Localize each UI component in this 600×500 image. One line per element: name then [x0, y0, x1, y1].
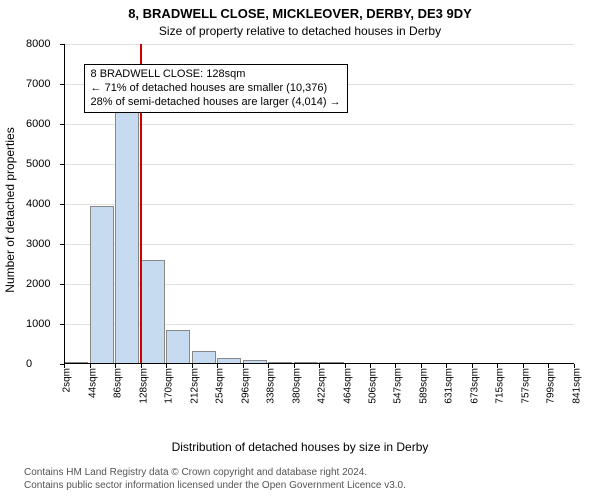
x-tick-label: 799sqm	[546, 368, 557, 404]
y-tick-label: 2000	[26, 278, 56, 290]
x-tick-label: 254sqm	[215, 368, 226, 404]
footnote-line-2: Contains public sector information licen…	[24, 479, 406, 492]
chart-container: 8, BRADWELL CLOSE, MICKLEOVER, DERBY, DE…	[0, 0, 600, 500]
x-tick-label: 296sqm	[240, 368, 251, 404]
y-tick-label: 4000	[26, 198, 56, 210]
x-tick-label: 547sqm	[393, 368, 404, 404]
x-tick-label: 422sqm	[317, 368, 328, 404]
x-tick-label: 506sqm	[368, 368, 379, 404]
y-tick-label: 7000	[26, 78, 56, 90]
plot-area: 8 BRADWELL CLOSE: 128sqm ← 71% of detach…	[64, 44, 574, 364]
x-tick-label: 841sqm	[572, 368, 583, 404]
y-tick-label: 1000	[26, 318, 56, 330]
x-tick-label: 170sqm	[164, 368, 175, 404]
y-tick-label: 6000	[26, 118, 56, 130]
x-axis-label: Distribution of detached houses by size …	[0, 440, 600, 454]
x-tick-label: 338sqm	[266, 368, 277, 404]
footnote: Contains HM Land Registry data © Crown c…	[24, 466, 406, 492]
x-tick-label: 86sqm	[113, 368, 124, 398]
x-tick-label: 212sqm	[189, 368, 200, 404]
x-tick-label: 757sqm	[520, 368, 531, 404]
x-tick-label: 673sqm	[469, 368, 480, 404]
y-tick-label: 0	[26, 358, 56, 370]
x-tick-label: 128sqm	[138, 368, 149, 404]
x-tick-label: 380sqm	[291, 368, 302, 404]
x-tick-label: 631sqm	[444, 368, 455, 404]
y-axis-label: Number of detached properties	[3, 127, 17, 292]
x-tick-label: 464sqm	[342, 368, 353, 404]
x-tick-label: 44sqm	[87, 368, 98, 398]
x-tick-label: 589sqm	[418, 368, 429, 404]
y-tick-label: 5000	[26, 158, 56, 170]
footnote-line-1: Contains HM Land Registry data © Crown c…	[24, 466, 406, 479]
x-tick-label: 2sqm	[62, 368, 73, 392]
x-tick-label: 715sqm	[495, 368, 506, 404]
chart-title-sub: Size of property relative to detached ho…	[0, 24, 600, 38]
plot-axes	[64, 44, 574, 364]
y-tick-label: 3000	[26, 238, 56, 250]
y-tick-label: 8000	[26, 38, 56, 50]
chart-title-main: 8, BRADWELL CLOSE, MICKLEOVER, DERBY, DE…	[0, 6, 600, 21]
